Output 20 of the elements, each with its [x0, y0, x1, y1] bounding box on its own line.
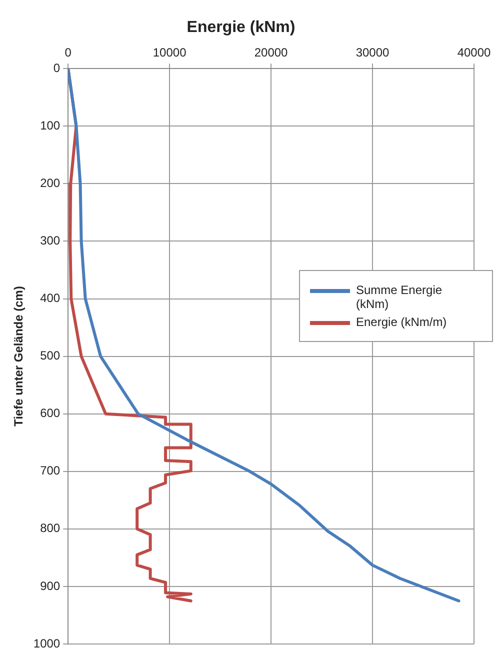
y-tick-label: 900 — [40, 578, 60, 593]
y-tick-label: 400 — [40, 291, 60, 306]
y-tick-label: 700 — [40, 464, 60, 478]
y-tick-label: 200 — [40, 176, 60, 190]
legend-label: Summe Energie (kNm) — [356, 282, 444, 311]
x-tick-label: 0 — [64, 46, 72, 60]
x-tick-label: 40000 — [457, 46, 492, 60]
y-tick-label: 1000 — [33, 636, 60, 650]
y-axis-title: Tiefe unter Gelände (cm) — [12, 286, 26, 427]
y-tick-label: 100 — [40, 118, 60, 132]
legend-label: Energie (kNm/m) — [356, 314, 447, 329]
y-tick-label: 800 — [40, 521, 60, 536]
x-tick-label: 30000 — [356, 46, 390, 60]
x-tick-label: 20000 — [254, 46, 288, 60]
y-tick-label: 0 — [53, 60, 60, 75]
y-tick-label: 300 — [40, 234, 60, 248]
y-tick-label: 600 — [40, 406, 60, 420]
chart-title: Energie (kNm) — [186, 19, 296, 36]
x-tick-label: 10000 — [152, 46, 187, 60]
y-tick-label: 500 — [40, 348, 60, 363]
